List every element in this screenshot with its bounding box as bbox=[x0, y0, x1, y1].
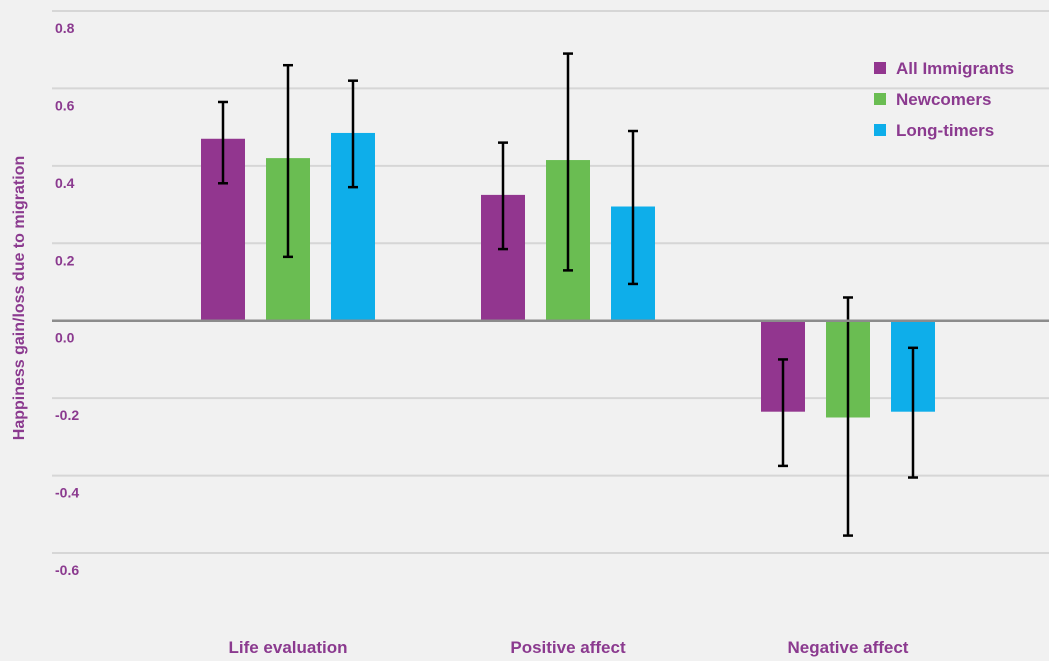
y-tick-label: 0.2 bbox=[55, 252, 75, 268]
error-bar bbox=[348, 79, 358, 189]
y-axis-title: Happiness gain/loss due to migration bbox=[11, 156, 28, 440]
y-tick-label: 0.0 bbox=[55, 330, 75, 346]
error-bars bbox=[218, 52, 918, 537]
y-tick-label: -0.4 bbox=[55, 485, 79, 501]
legend-swatch bbox=[874, 93, 886, 105]
y-tick-label: 0.6 bbox=[55, 97, 75, 113]
error-bar bbox=[563, 52, 573, 272]
error-bar bbox=[628, 129, 638, 286]
legend-label: Long-timers bbox=[896, 121, 994, 140]
legend-label: All Immigrants bbox=[896, 59, 1014, 78]
error-bar bbox=[908, 346, 918, 479]
y-tick-label: -0.2 bbox=[55, 407, 79, 423]
error-bar bbox=[778, 358, 788, 468]
legend-swatch bbox=[874, 124, 886, 136]
error-bar bbox=[218, 100, 228, 185]
legend-label: Newcomers bbox=[896, 90, 991, 109]
legend: All Immigrants Newcomers Long-timers bbox=[874, 59, 1014, 140]
error-bar bbox=[843, 296, 853, 537]
category-labels: Life evaluation Positive affect Negative a… bbox=[228, 638, 908, 657]
y-tick-labels: 0.8 0.6 0.4 0.2 0.0 -0.2 -0.4 -0.6 bbox=[55, 20, 79, 578]
error-bar bbox=[283, 63, 293, 259]
category-label: Life evaluation bbox=[228, 638, 347, 657]
legend-swatch bbox=[874, 62, 886, 74]
category-label: Positive affect bbox=[510, 638, 626, 657]
error-bar bbox=[498, 141, 508, 251]
y-tick-label: 0.4 bbox=[55, 175, 75, 191]
category-label: Negative affect bbox=[788, 638, 909, 657]
y-tick-label: -0.6 bbox=[55, 562, 79, 578]
y-tick-label: 0.8 bbox=[55, 20, 75, 36]
